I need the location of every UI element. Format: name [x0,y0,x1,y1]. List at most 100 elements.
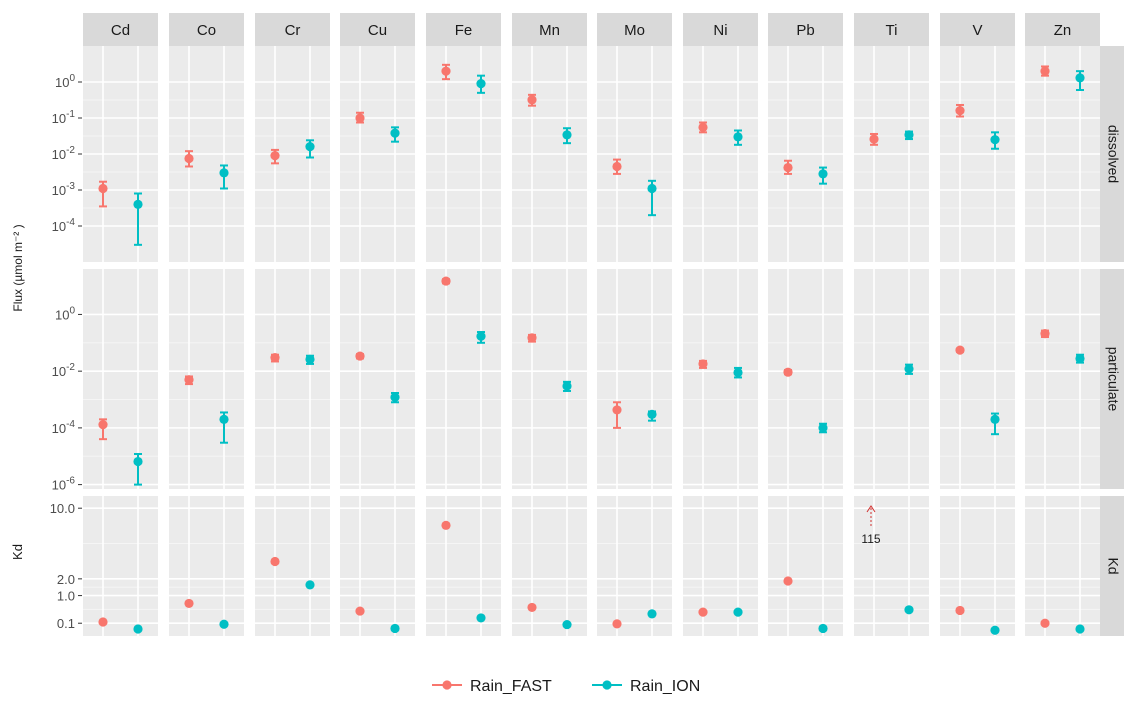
row-strip-label-kd: Kd [1105,557,1121,574]
row-strip [1100,46,1124,262]
row-strip [1100,269,1124,489]
y-tick-exponent: -2 [66,362,75,373]
panel-background [169,496,244,636]
data-point-rain-ion [390,128,400,138]
column-strip-label-pb: Pb [796,22,814,39]
panel-background [512,496,587,636]
y-tick-label: 10-4 [52,419,76,436]
column-strip [597,13,672,46]
column-strip-label-ti: Ti [886,22,898,39]
data-point-rain-fast [783,576,793,586]
y-tick-base: 10 [55,307,69,322]
data-point-rain-ion [390,623,400,634]
data-point-rain-ion [305,354,315,364]
y-axis-title-flux: Flux (µmol m⁻² ) [11,224,25,311]
data-point-rain-ion [990,135,1000,145]
y-tick-base: 10 [52,219,66,234]
data-point-rain-ion [1075,624,1085,634]
data-point-rain-ion [133,456,143,467]
y-tick-base: 10 [52,147,66,162]
y-tick-base: 10 [52,111,66,126]
panel-background [854,496,929,636]
data-point-rain-fast [612,619,622,629]
column-strip [512,13,587,46]
data-point-rain-ion [219,414,229,424]
data-point-rain-fast [612,405,622,415]
column-strip [854,13,929,46]
column-strip [1025,13,1100,46]
panel-background [597,269,672,489]
data-point-rain-fast [270,353,280,363]
data-point-rain-ion [818,623,828,634]
column-strip [426,13,501,46]
annotation-arrow-head [866,505,876,513]
legend-key-point [442,680,452,690]
data-point-rain-ion [904,130,914,140]
column-strip-label-cu: Cu [368,22,387,39]
panel-background [683,496,758,636]
y-tick-label: 2.0 [57,572,75,587]
data-point-rain-fast [527,333,537,343]
column-strip-label-cd: Cd [111,22,130,39]
y-tick-label: 1.0 [57,589,75,604]
panel-background [426,269,501,489]
y-tick-exponent: -4 [66,217,75,228]
data-point-rain-fast [441,66,451,76]
annotation-label: 115 [861,532,880,546]
data-point-rain-fast [1040,66,1050,76]
data-point-rain-ion [647,409,657,419]
column-strip-label-fe: Fe [455,22,473,39]
row-strip-label-dissolved: dissolved [1105,125,1121,183]
panel-background [940,269,1015,489]
column-strip [683,13,758,46]
data-point-rain-ion [647,183,657,194]
data-point-rain-fast [98,617,108,627]
data-point-rain-fast [441,276,451,286]
column-strip-label-mn: Mn [539,22,560,39]
data-point-rain-ion [818,169,828,179]
panel-background [340,496,415,636]
column-strip [255,13,330,46]
y-tick-base: 10 [52,364,66,379]
panel-background [940,496,1015,636]
column-strip-label-mo: Mo [624,22,645,39]
panel-background [1025,269,1100,489]
column-strip-label-v: V [972,22,982,39]
y-tick-base: 10 [55,75,69,90]
data-point-rain-fast [98,420,108,430]
row-strip-label-particulate: particulate [1105,347,1121,412]
panel-background [169,269,244,489]
column-strip-label-cr: Cr [285,22,301,39]
legend-key-point [602,680,612,690]
data-point-rain-fast [783,367,793,377]
data-point-rain-fast [869,134,879,144]
data-point-rain-fast [270,556,280,567]
data-point-rain-fast [270,151,280,161]
data-point-rain-ion [1075,353,1085,364]
data-point-rain-ion [990,414,1000,424]
column-strip-label-ni: Ni [713,22,727,39]
data-point-rain-ion [476,613,486,623]
data-point-rain-ion [305,580,315,590]
data-point-rain-ion [818,423,828,433]
data-point-rain-fast [1040,329,1050,339]
panel-background [768,496,843,636]
data-point-rain-ion [476,331,486,341]
panel-background [597,496,672,636]
data-point-rain-ion [562,381,572,391]
data-point-rain-fast [783,162,793,173]
y-tick-exponent: -6 [66,476,75,487]
panel-background [83,269,158,489]
column-strip-label-zn: Zn [1054,22,1072,39]
data-point-rain-fast [441,520,451,530]
data-point-rain-fast [955,345,965,355]
y-tick-exponent: 0 [69,305,75,316]
data-point-rain-ion [733,367,743,378]
data-point-rain-ion [219,619,229,629]
panel-background [768,269,843,489]
column-strip-label-co: Co [197,22,216,39]
data-point-rain-fast [184,375,194,385]
data-point-rain-ion [390,392,400,402]
